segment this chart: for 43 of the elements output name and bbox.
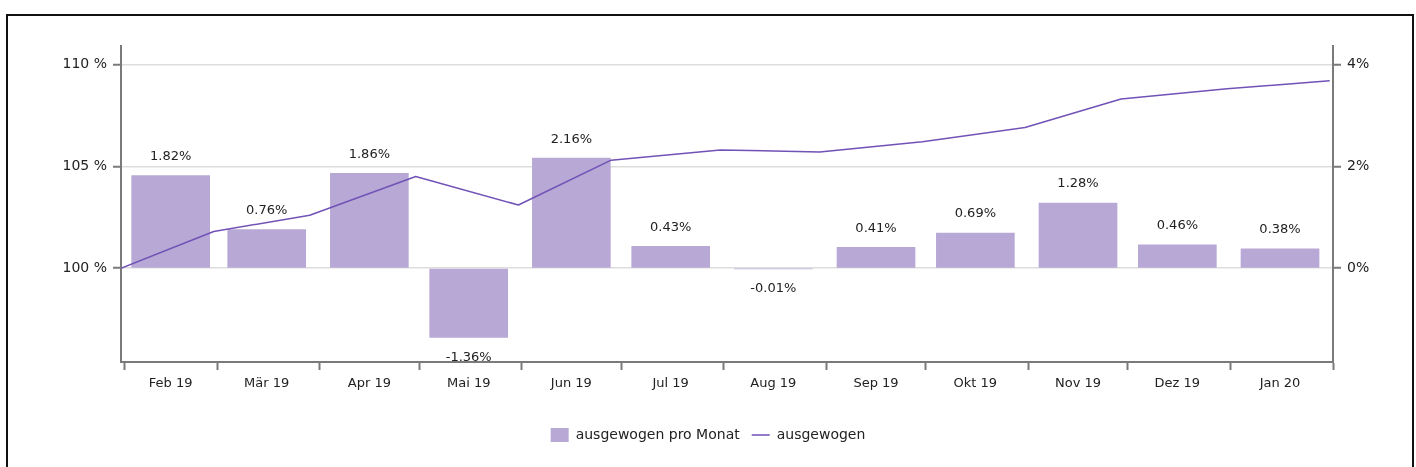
bar [227, 229, 307, 268]
data-label: 0.43% [650, 218, 692, 234]
bar [429, 268, 509, 338]
x-tick-label: Dez 19 [1154, 375, 1201, 391]
bar [532, 157, 611, 268]
y-tick-label: 110 % [62, 54, 107, 71]
bar [330, 173, 409, 268]
x-tick-label: Jun 19 [549, 375, 592, 391]
x-tick-label: Nov 19 [1054, 375, 1102, 391]
data-label: 1.28% [1057, 175, 1099, 191]
bar [836, 246, 916, 268]
x-tick-label: Apr 19 [347, 375, 391, 391]
x-tick-label: Jul 19 [651, 375, 689, 391]
y2-tick-label: 4% [1347, 54, 1370, 71]
data-label: 0.46% [1156, 217, 1199, 233]
x-tick-label: Jan 20 [1258, 375, 1301, 391]
x-tick-label: Sep 19 [853, 375, 899, 391]
y-tick-label: 105 % [62, 156, 107, 173]
data-label: 0.69% [954, 205, 997, 221]
x-tick-label: Okt 19 [953, 375, 998, 391]
data-label: 0.76% [246, 201, 288, 217]
data-label: -0.01% [750, 280, 797, 296]
y2-tick-label: 0% [1347, 258, 1370, 275]
bar [631, 245, 711, 268]
data-label: 1.86% [348, 145, 391, 161]
bar [1038, 202, 1118, 268]
x-tick-label: Mär 19 [244, 375, 290, 391]
legend-label: ausgewogen [776, 425, 866, 442]
data-label: 1.82% [150, 147, 192, 163]
y2-tick-label: 2% [1347, 156, 1370, 173]
data-label: 2.16% [550, 130, 593, 146]
x-tick-label: Mai 19 [446, 375, 491, 391]
legend-label: ausgewogen pro Monat [575, 425, 741, 442]
bar [936, 232, 1015, 268]
bar [1138, 244, 1217, 268]
data-label: 0.38% [1259, 221, 1301, 237]
data-label: 0.41% [855, 219, 897, 235]
bar [131, 175, 210, 268]
y-tick-label: 100 % [62, 258, 107, 275]
data-label: -1.36% [445, 348, 492, 364]
x-tick-label: Aug 19 [750, 375, 797, 391]
x-tick-label: Feb 19 [148, 375, 193, 391]
bar [1240, 248, 1320, 268]
